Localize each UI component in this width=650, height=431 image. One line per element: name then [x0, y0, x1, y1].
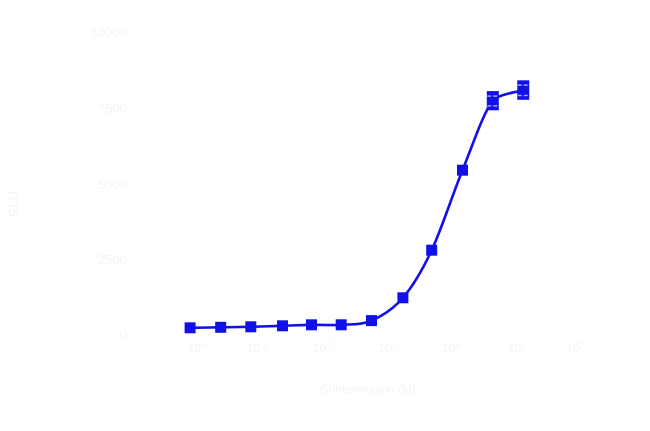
svg-text:0: 0 [120, 327, 127, 342]
svg-text:RLU: RLU [6, 191, 21, 217]
svg-text:5000: 5000 [98, 177, 127, 192]
svg-text:10000: 10000 [91, 25, 127, 40]
svg-text:7500: 7500 [98, 101, 127, 116]
svg-text:Concentration (M): Concentration (M) [320, 382, 416, 396]
svg-text:2500: 2500 [98, 252, 127, 267]
